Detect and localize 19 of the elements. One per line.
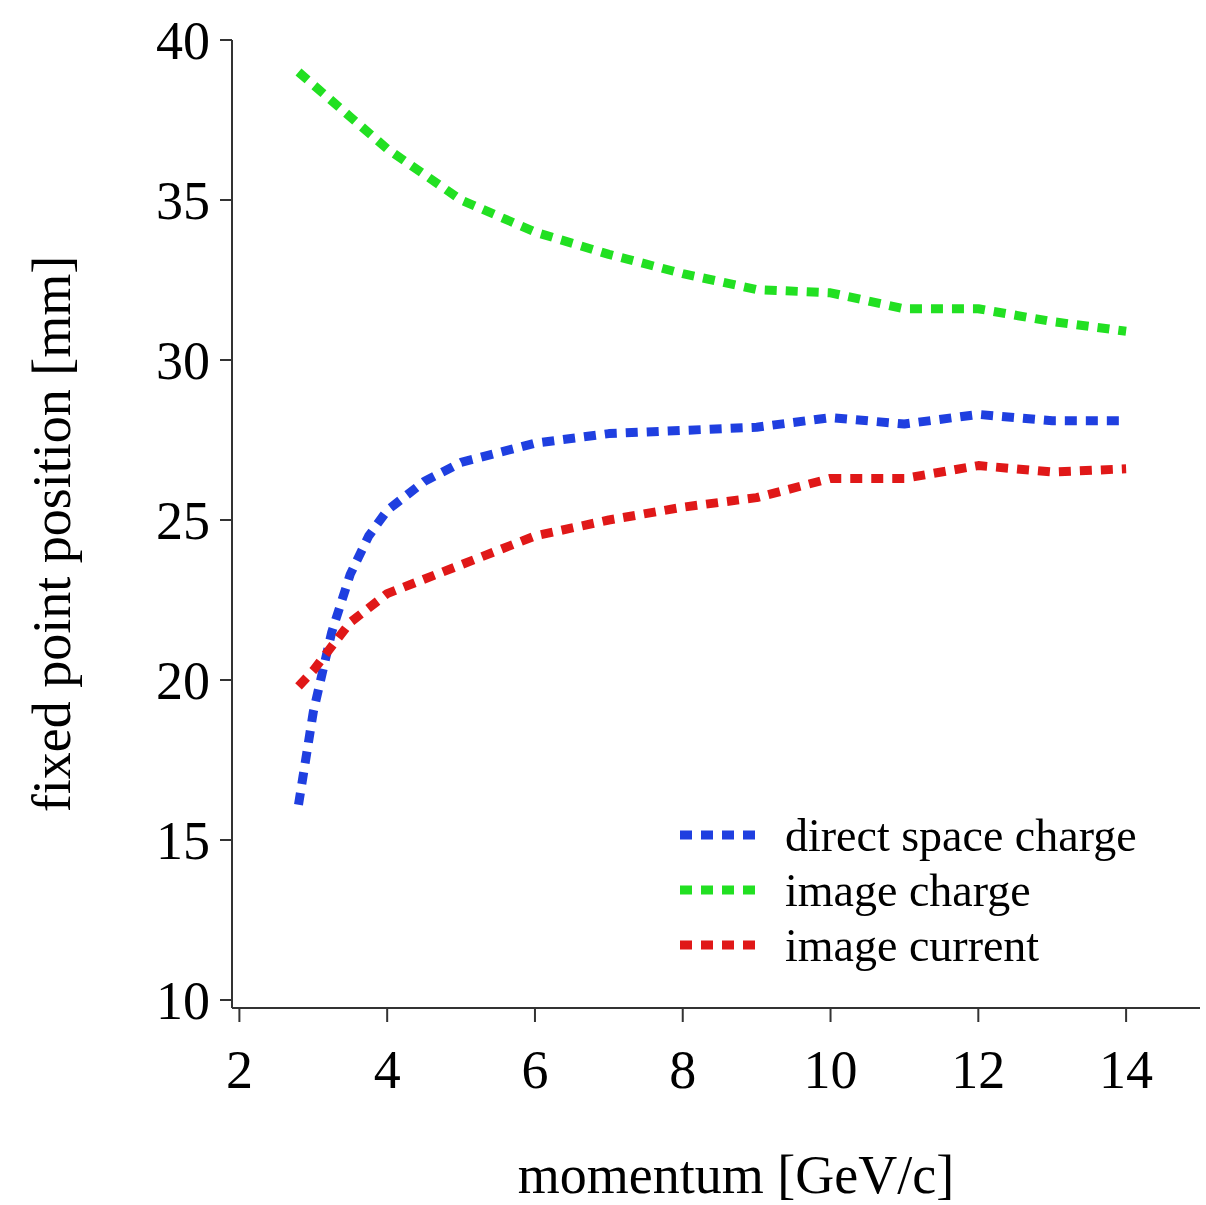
legend-label: image charge — [785, 865, 1031, 917]
x-tick-label: 12 — [951, 1040, 1006, 1100]
x-tick-label: 2 — [225, 1040, 253, 1100]
x-tick-label: 8 — [669, 1040, 697, 1100]
y-axis-title: fixed point position [mm] — [22, 255, 82, 813]
x-tick-label: 14 — [1099, 1040, 1154, 1100]
x-axis-title: momentum [GeV/c] — [517, 1145, 955, 1205]
x-tick-label: 6 — [521, 1040, 549, 1100]
y-tick-label: 10 — [156, 970, 210, 1031]
x-tick-label: 10 — [803, 1040, 858, 1100]
y-tick-label: 40 — [156, 10, 210, 71]
x-tick-label: 4 — [373, 1040, 401, 1100]
y-tick-label: 35 — [156, 170, 210, 231]
y-tick-label: 25 — [156, 490, 210, 551]
legend-label: image current — [785, 920, 1040, 972]
y-tick-label: 15 — [156, 810, 210, 871]
legend-label: direct space charge — [785, 810, 1137, 862]
y-tick-label: 20 — [156, 650, 210, 711]
y-tick-label: 30 — [156, 330, 210, 391]
